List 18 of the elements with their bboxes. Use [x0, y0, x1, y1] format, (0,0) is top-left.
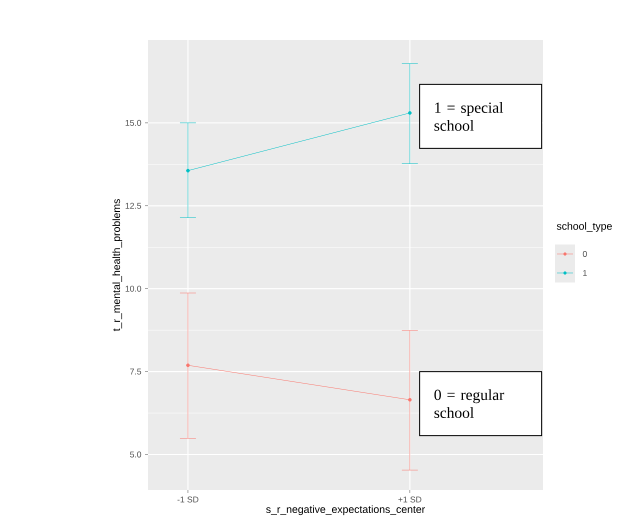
- y-tick-label: 5.0: [130, 452, 142, 458]
- point: [408, 111, 412, 115]
- legend-title: school_type: [556, 222, 612, 232]
- y-tick-label: 10.0: [126, 286, 142, 292]
- point: [186, 363, 190, 368]
- annotation: 0 = regular school: [434, 389, 504, 418]
- legend-label: 1: [583, 270, 587, 276]
- x-tick-label: +1 SD: [398, 496, 422, 502]
- annotation: 1 = special school: [434, 102, 504, 131]
- x-axis-title: s_r_negative_expectations_center: [266, 505, 425, 516]
- y-tick-label: 15.0: [126, 120, 142, 126]
- legend-label: 0: [582, 250, 587, 257]
- point: [186, 168, 190, 172]
- point: [408, 398, 412, 402]
- x-tick-label: -1 SD: [178, 496, 198, 502]
- y-tick-label: 7.5: [130, 368, 142, 375]
- y-tick-label: 12.5: [126, 202, 142, 209]
- y-axis-title: t_r_mental_health_problems: [112, 199, 122, 332]
